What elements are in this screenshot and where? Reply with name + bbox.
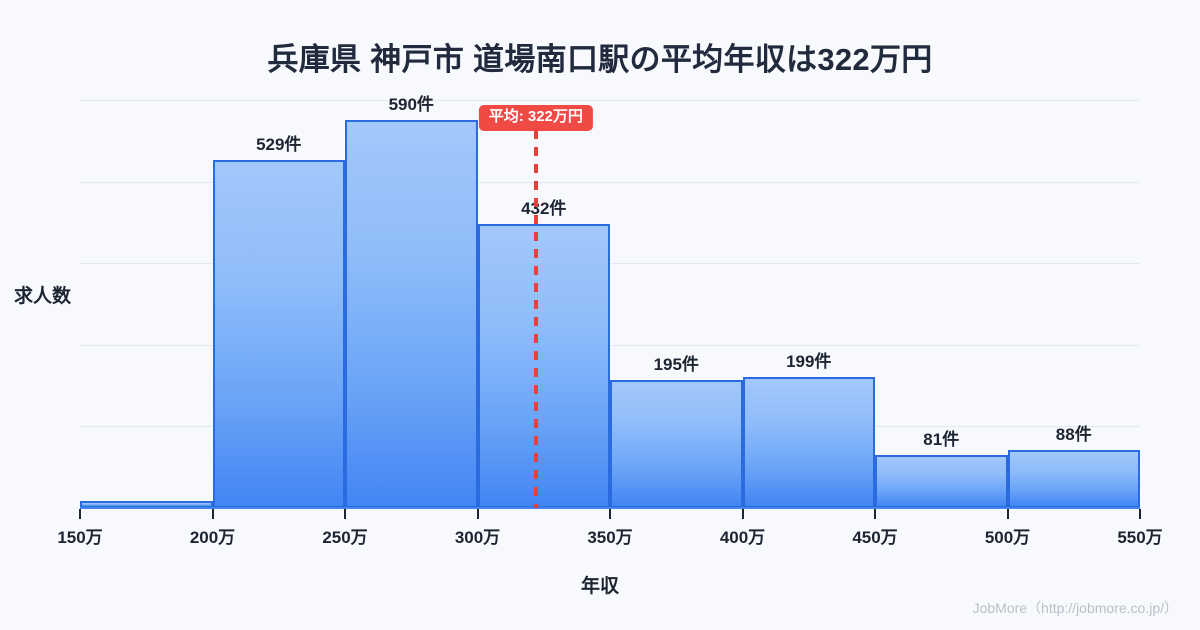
bar-value-label: 529件 xyxy=(256,134,302,154)
x-tick-label: 200万 xyxy=(189,528,236,547)
bar[interactable] xyxy=(345,119,478,508)
x-tick-mark xyxy=(1139,509,1141,519)
bar[interactable] xyxy=(742,377,875,508)
bar[interactable] xyxy=(610,379,743,508)
chart-title: 兵庫県 神戸市 道場南口駅の平均年収は322万円 xyxy=(267,42,933,77)
plot-area: 529件 590件 432件 195件 199件 81件 88件 xyxy=(80,95,1140,508)
x-tick-mark xyxy=(211,509,214,519)
x-tick-mark xyxy=(741,509,744,519)
x-axis-line xyxy=(80,507,1140,509)
gridline xyxy=(80,182,1140,183)
gridline xyxy=(80,263,1140,264)
x-tick-mark xyxy=(874,509,876,519)
average-line xyxy=(533,130,538,508)
footer-credit: JobMore（http://jobmore.co.jp/） xyxy=(972,600,1178,616)
bar-value-label: 88件 xyxy=(1055,425,1092,445)
bar[interactable] xyxy=(477,223,610,508)
bar-value-label: 432件 xyxy=(521,198,567,218)
gridline xyxy=(80,100,1140,101)
average-badge: 平均: 322万円 xyxy=(478,105,593,131)
x-tick-label: 500万 xyxy=(984,528,1031,547)
x-tick-label: 150万 xyxy=(57,528,103,547)
x-tick-label: 400万 xyxy=(719,528,766,547)
x-tick-label: 300万 xyxy=(454,528,501,547)
bar[interactable] xyxy=(1007,450,1140,508)
x-tick-mark xyxy=(1006,509,1009,519)
x-tick-mark xyxy=(79,509,81,519)
x-tick-mark xyxy=(476,509,479,519)
bar[interactable] xyxy=(875,454,1008,508)
x-tick-label: 450万 xyxy=(852,528,898,547)
bar-value-label: 81件 xyxy=(923,429,960,449)
x-tick-mark xyxy=(609,509,611,519)
y-axis-title: 求人数 xyxy=(14,286,72,307)
x-tick-mark xyxy=(344,509,346,519)
x-tick-label: 250万 xyxy=(322,528,368,547)
bar-value-label: 199件 xyxy=(786,352,832,372)
x-tick-label: 350万 xyxy=(587,528,633,547)
gridline xyxy=(80,345,1140,346)
bar[interactable] xyxy=(212,159,345,508)
bar-value-label: 195件 xyxy=(653,354,699,374)
x-tick-label: 550万 xyxy=(1117,528,1163,547)
bar-value-label: 590件 xyxy=(388,94,434,114)
x-axis-title: 年収 xyxy=(580,576,619,597)
